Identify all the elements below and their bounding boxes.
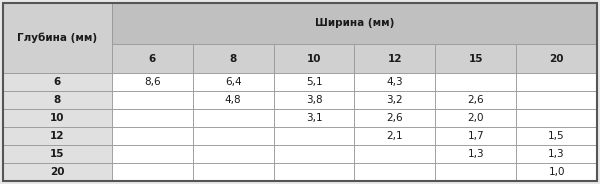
Text: 4,3: 4,3 (386, 77, 403, 87)
Bar (112, 44, 193, 73)
Bar (112, 127, 193, 145)
Bar (193, 91, 274, 109)
Bar (274, 73, 355, 91)
Text: 3,2: 3,2 (386, 95, 403, 105)
Text: 6: 6 (54, 77, 61, 87)
Bar (355, 73, 436, 91)
Bar (516, 163, 597, 181)
Bar (436, 91, 516, 109)
Bar (436, 145, 516, 163)
Bar (274, 91, 355, 109)
Text: 5,1: 5,1 (306, 77, 322, 87)
Bar (516, 44, 597, 73)
Bar (112, 73, 193, 91)
Text: 10: 10 (307, 54, 322, 63)
Bar (112, 109, 193, 127)
Bar (355, 163, 436, 181)
Bar (355, 44, 436, 73)
Bar (436, 44, 516, 73)
Text: 6,4: 6,4 (225, 77, 242, 87)
Bar (3, 3, 112, 73)
Bar (436, 109, 516, 127)
Text: 20: 20 (50, 167, 65, 177)
Text: 1,0: 1,0 (548, 167, 565, 177)
Text: 1,5: 1,5 (548, 131, 565, 141)
Bar (3, 145, 112, 163)
Text: 3,1: 3,1 (306, 113, 322, 123)
Bar (355, 127, 436, 145)
Bar (436, 127, 516, 145)
Bar (3, 127, 112, 145)
Text: 6: 6 (149, 54, 156, 63)
Text: 2,1: 2,1 (386, 131, 403, 141)
Text: 1,3: 1,3 (548, 149, 565, 159)
Bar (274, 109, 355, 127)
Text: 8: 8 (54, 95, 61, 105)
Bar (112, 3, 597, 44)
Text: 1,3: 1,3 (467, 149, 484, 159)
Text: 3,8: 3,8 (306, 95, 322, 105)
Bar (112, 145, 193, 163)
Bar (193, 127, 274, 145)
Bar (355, 145, 436, 163)
Bar (436, 73, 516, 91)
Bar (112, 163, 193, 181)
Bar (274, 145, 355, 163)
Bar (3, 73, 112, 91)
Text: 8,6: 8,6 (144, 77, 161, 87)
Text: 2,6: 2,6 (467, 95, 484, 105)
Text: 15: 15 (50, 149, 65, 159)
Bar (112, 91, 193, 109)
Bar (3, 91, 112, 109)
Bar (193, 73, 274, 91)
Text: Глубина (мм): Глубина (мм) (17, 33, 98, 43)
Bar (516, 91, 597, 109)
Bar (516, 73, 597, 91)
Bar (3, 163, 112, 181)
Bar (274, 127, 355, 145)
Text: 2,6: 2,6 (386, 113, 403, 123)
Bar (193, 44, 274, 73)
Bar (516, 109, 597, 127)
Text: 10: 10 (50, 113, 65, 123)
Text: 15: 15 (469, 54, 483, 63)
Bar (516, 127, 597, 145)
Bar (274, 44, 355, 73)
Text: 12: 12 (388, 54, 402, 63)
Text: 20: 20 (550, 54, 564, 63)
Bar (436, 163, 516, 181)
Text: 2,0: 2,0 (467, 113, 484, 123)
Text: Ширина (мм): Ширина (мм) (315, 19, 394, 29)
Bar (3, 109, 112, 127)
Bar (193, 163, 274, 181)
Text: 1,7: 1,7 (467, 131, 484, 141)
Bar (355, 109, 436, 127)
Bar (516, 145, 597, 163)
Text: 4,8: 4,8 (225, 95, 242, 105)
Bar (193, 145, 274, 163)
Text: 8: 8 (230, 54, 237, 63)
Text: 12: 12 (50, 131, 65, 141)
Bar (274, 163, 355, 181)
Bar (193, 109, 274, 127)
Bar (355, 91, 436, 109)
